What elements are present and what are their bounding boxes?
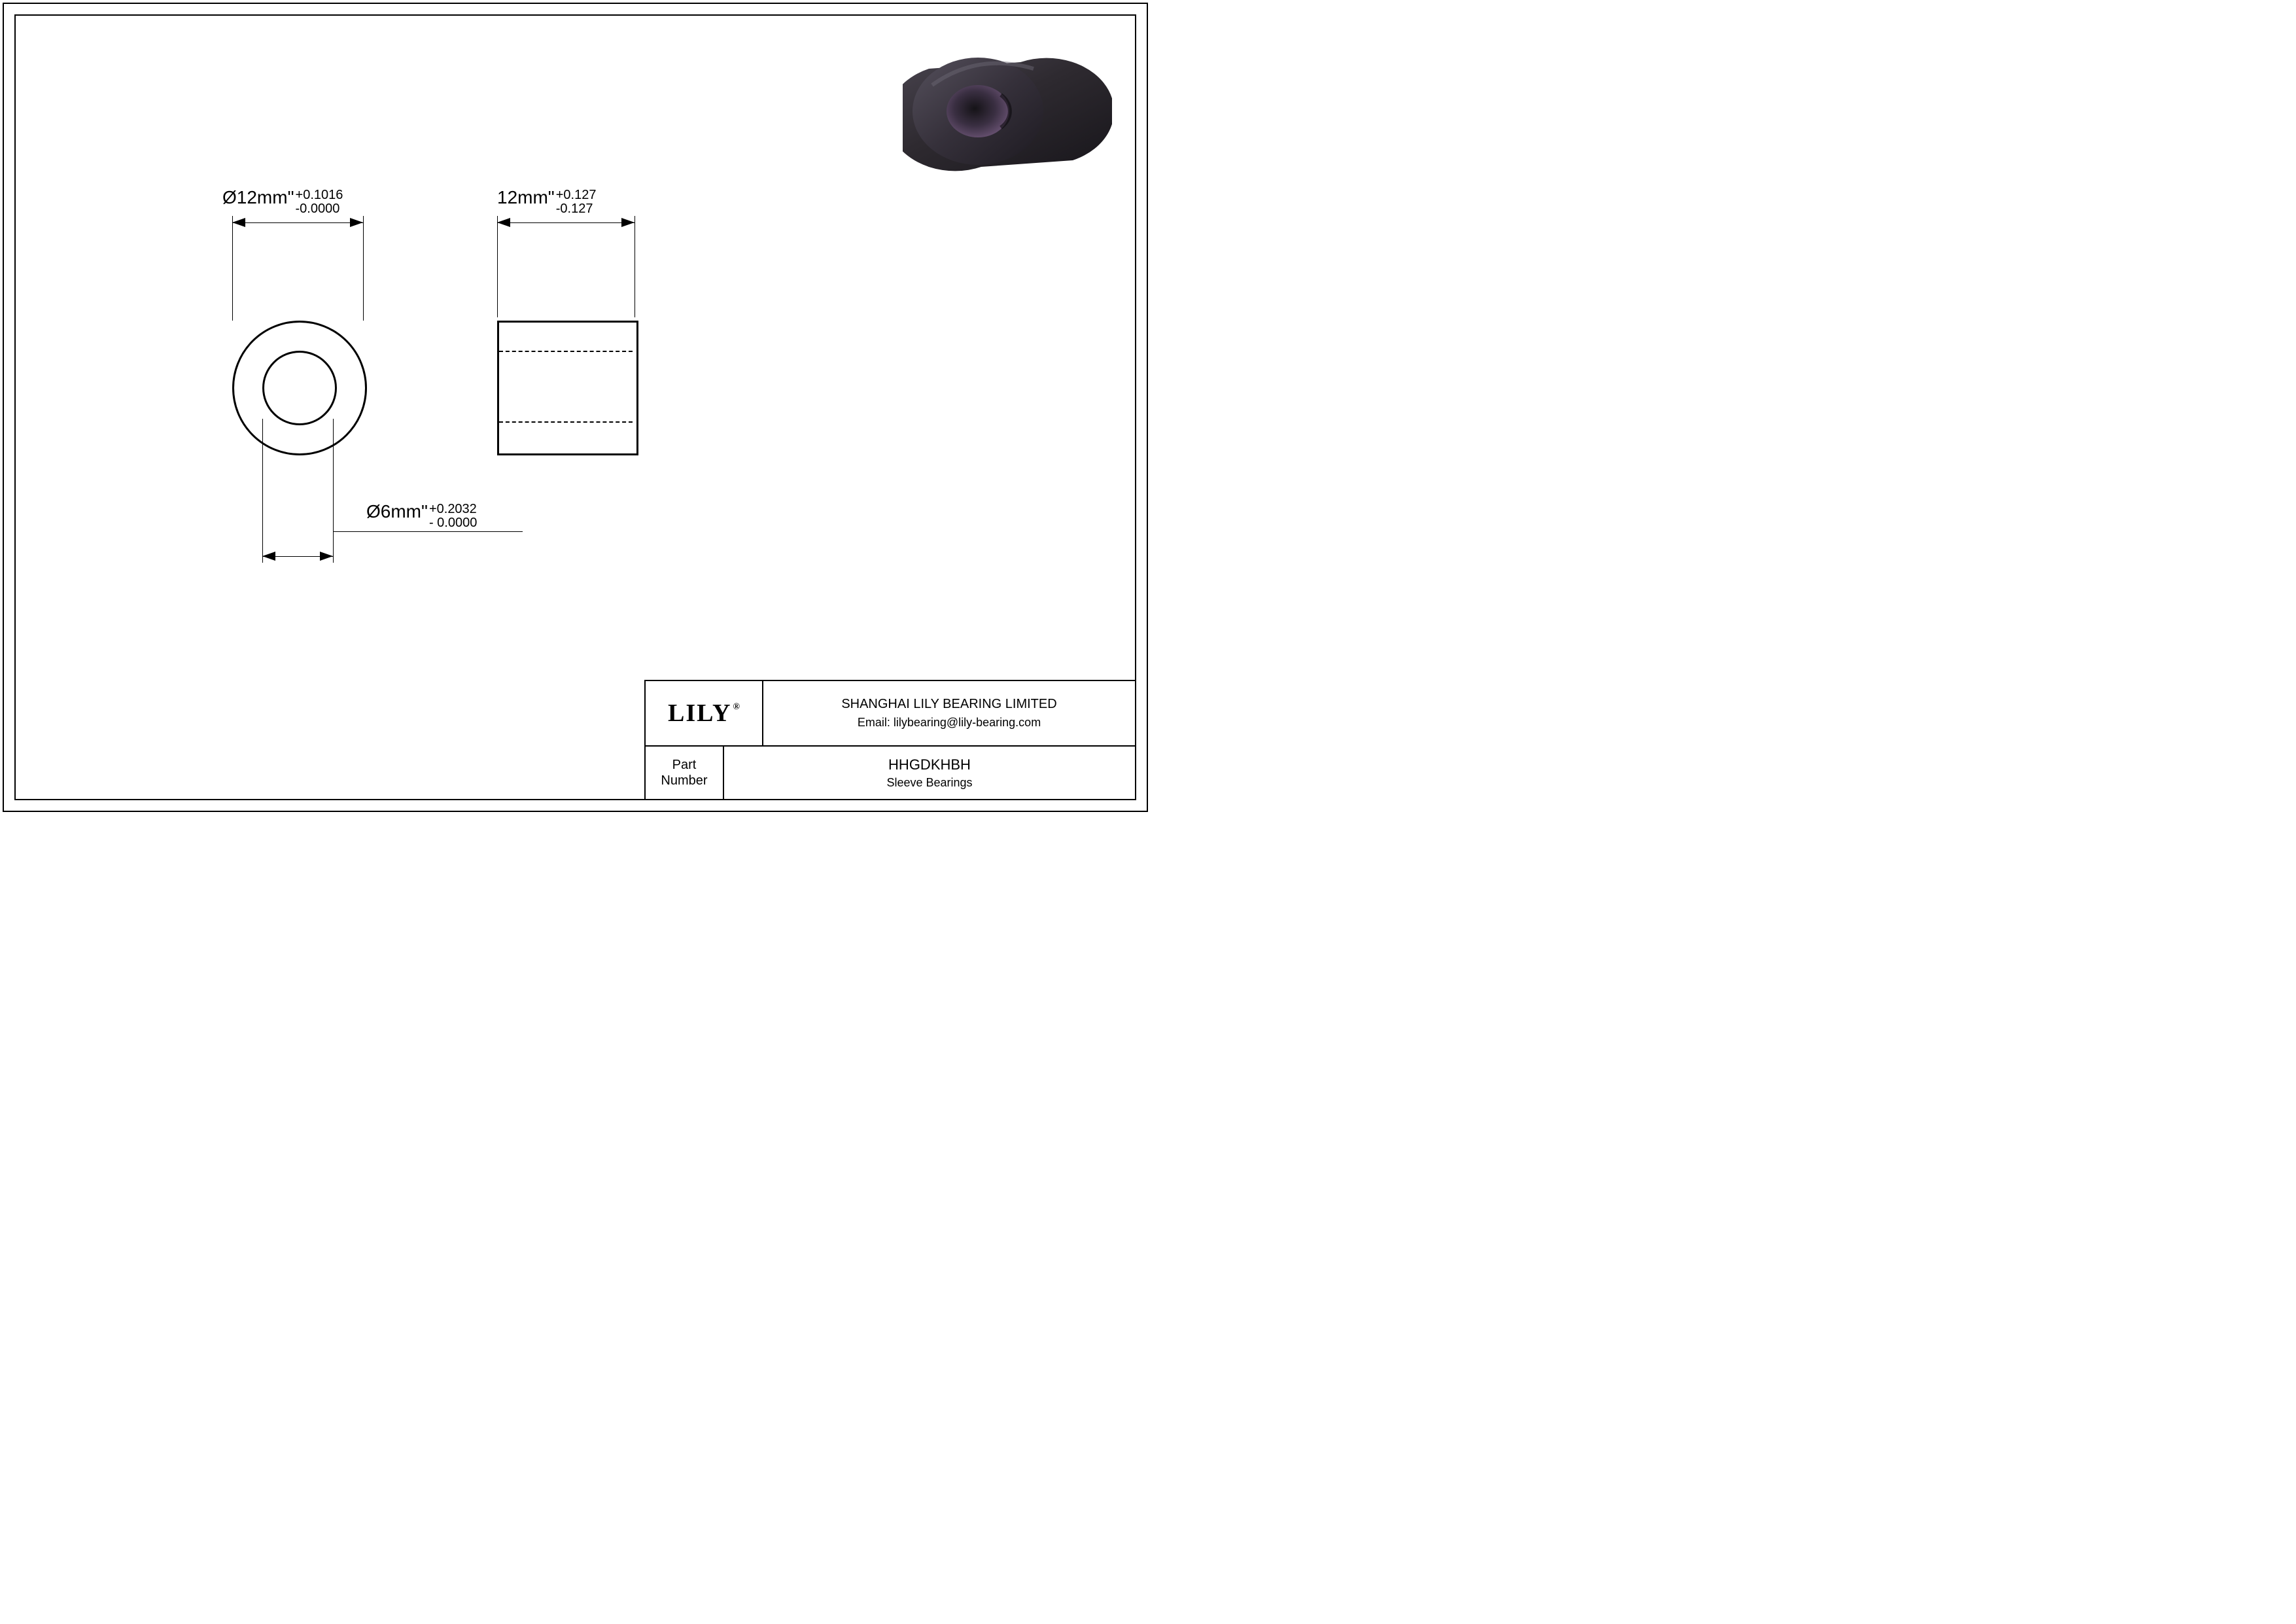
dim-inner-tol-upper: +0.2032	[429, 503, 477, 516]
lily-logo-reg: ®	[733, 702, 740, 712]
dim-outer-ext-left	[232, 216, 233, 321]
part-number-label: Part Number	[661, 757, 707, 788]
isometric-svg	[903, 33, 1112, 177]
lily-logo-text: LILY	[668, 699, 731, 727]
side-hidden-bottom	[499, 421, 633, 423]
dim-len-value: 12mm"	[497, 187, 555, 207]
side-hidden-top	[499, 351, 633, 352]
dim-inner-prefix: Ø	[366, 501, 381, 521]
company-name: SHANGHAI LILY BEARING LIMITED	[841, 697, 1056, 712]
isometric-render	[903, 33, 1112, 177]
dim-len-arrow-left	[497, 218, 510, 227]
product-name: Sleeve Bearings	[886, 776, 972, 790]
dim-inner-arrow-left	[262, 552, 275, 561]
dim-inner-label: Ø6mm" +0.2032 - 0.0000	[366, 503, 477, 530]
side-view-rect	[497, 321, 638, 455]
dim-outer-tol-lower: -0.0000	[296, 202, 343, 216]
dim-len-tol-upper: +0.127	[556, 188, 597, 202]
part-number-label-cell: Part Number	[646, 747, 724, 799]
dim-outer-line	[232, 222, 363, 223]
part-number-value: HHGDKHBH	[888, 756, 971, 773]
dim-inner-arrow-right	[320, 552, 333, 561]
dim-outer-arrow-left	[232, 218, 245, 227]
front-view-inner-circle	[262, 351, 337, 425]
drawing-page: Ø12mm" +0.1016 -0.0000 Ø6mm" +0.2032 - 0…	[0, 0, 1148, 812]
title-block-row2: Part Number HHGDKHBH Sleeve Bearings	[646, 747, 1135, 799]
dim-outer-ext-right	[363, 216, 364, 321]
dim-len-line	[497, 222, 635, 223]
title-block-logo-cell: LILY®	[646, 681, 763, 745]
title-block-row1: LILY® SHANGHAI LILY BEARING LIMITED Emai…	[646, 681, 1135, 747]
dim-inner-leader	[333, 531, 523, 532]
lily-logo: LILY®	[668, 699, 740, 728]
dim-inner-ext-left	[262, 419, 263, 563]
dim-inner-tol-lower: - 0.0000	[429, 516, 477, 530]
dim-len-tol-lower: -0.127	[556, 202, 597, 216]
title-block-company-cell: SHANGHAI LILY BEARING LIMITED Email: lil…	[763, 681, 1135, 745]
dim-outer-value: 12mm"	[237, 187, 294, 207]
dim-outer-tol-upper: +0.1016	[296, 188, 343, 202]
part-number-value-cell: HHGDKHBH Sleeve Bearings	[724, 747, 1135, 799]
dim-outer-label: Ø12mm" +0.1016 -0.0000	[222, 188, 343, 216]
dim-outer-prefix: Ø	[222, 187, 237, 207]
dim-len-ext-left	[497, 216, 498, 317]
company-email: Email: lilybearing@lily-bearing.com	[858, 716, 1041, 730]
dim-len-arrow-right	[621, 218, 635, 227]
dim-len-label: 12mm" +0.127 -0.127	[497, 188, 596, 216]
dim-inner-value: 6mm"	[381, 501, 428, 521]
dim-outer-arrow-right	[350, 218, 363, 227]
title-block: LILY® SHANGHAI LILY BEARING LIMITED Emai…	[644, 680, 1136, 800]
dim-inner-ext-right	[333, 419, 334, 563]
